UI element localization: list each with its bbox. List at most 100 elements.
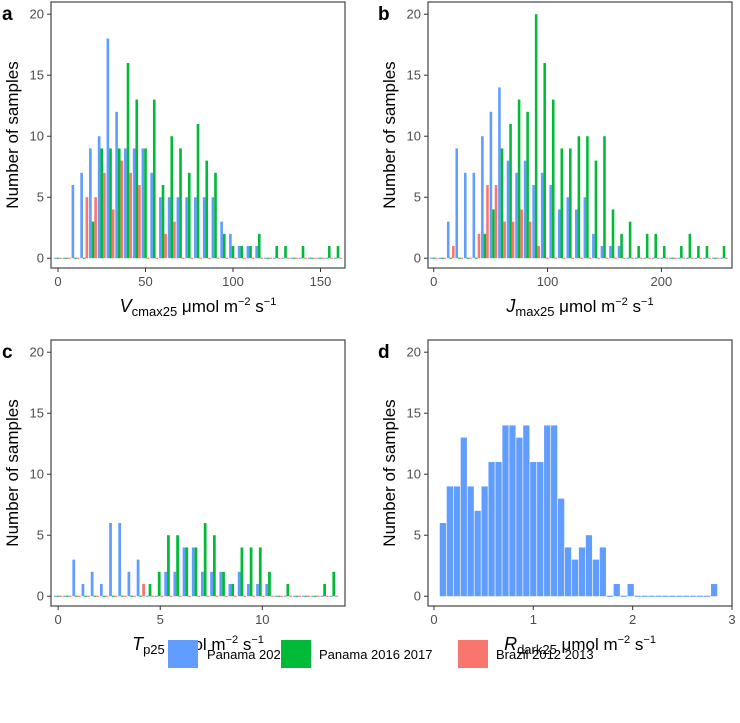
panel-a: a 0 5 10 15 20 0 50 100 150 Number of samples Vcmax… (2, 1, 346, 319)
bar-panama20162017 (258, 547, 262, 597)
y-tick-label: 0 (37, 589, 44, 604)
bar-panama2020 (220, 221, 223, 259)
bar-panama20162017 (569, 148, 572, 259)
bar-panama20162017 (332, 571, 336, 597)
legend-swatch-panama20162017 (281, 640, 311, 668)
bar-panama2020 (211, 197, 215, 259)
x-tick-label: 3 (728, 612, 735, 627)
bar-brazil20122013 (511, 221, 515, 259)
bar-panama20162017 (526, 111, 529, 259)
bar-panama2020 (136, 559, 140, 597)
bar-panama2020 (255, 246, 258, 259)
bar-panama2020 (523, 425, 530, 597)
y-tick-label: 5 (37, 190, 44, 205)
bar-panama20162017 (268, 571, 271, 597)
legend-swatch-panama2020 (168, 640, 198, 668)
legend-label-panama20162017: Panama 2016 2017 (319, 647, 432, 662)
bar-brazil20122013 (94, 197, 97, 259)
bar-panama2020 (194, 197, 197, 259)
bar-panama2020 (460, 437, 467, 597)
bar-panama20162017 (179, 148, 182, 259)
bar-panama20162017 (240, 246, 244, 259)
bar-panama20162017 (534, 14, 538, 259)
y-tick-label: 20 (30, 345, 44, 360)
bar-panama20162017 (91, 221, 95, 259)
bar-panama2020 (439, 523, 447, 597)
bar-panama2020 (532, 185, 535, 259)
bar-panama2020 (455, 148, 459, 259)
bar-panama20162017 (323, 584, 326, 597)
bar-panama20162017 (620, 233, 623, 259)
bar-panama20162017 (603, 136, 606, 259)
bar-panama2020 (592, 233, 595, 259)
bar-panama2020 (585, 535, 593, 597)
y-tick-label: 20 (407, 7, 421, 22)
bar-panama20162017 (688, 233, 692, 259)
bar-panama20162017 (492, 209, 495, 259)
panel-letter: d (378, 342, 390, 363)
bar-panama20162017 (543, 63, 546, 259)
bar-panama2020 (571, 559, 579, 597)
y-tick-label: 0 (414, 589, 421, 604)
x-tick-label: 0 (55, 612, 62, 627)
y-tick-label: 20 (30, 7, 44, 22)
bar-panama20162017 (594, 160, 598, 259)
bar-panama2020 (256, 584, 259, 597)
bar-panama2020 (164, 571, 168, 597)
bar-panama20162017 (586, 136, 589, 259)
bar-panama2020 (80, 172, 83, 259)
bar-panama2020 (99, 584, 103, 597)
bar-brazil20122013 (111, 209, 115, 259)
bar-panama2020 (167, 197, 171, 259)
legend-label-panama2020: Panama 2020 (207, 647, 288, 662)
y-tick-label: 0 (414, 251, 421, 266)
bar-panama2020 (72, 559, 76, 597)
bar-panama20162017 (697, 246, 700, 259)
bar-brazil20122013 (494, 185, 498, 259)
bar-panama20162017 (161, 185, 165, 259)
bar-panama20162017 (336, 246, 340, 259)
bar-brazil20122013 (486, 185, 489, 259)
bar-panama2020 (202, 197, 206, 259)
bar-panama20162017 (577, 136, 581, 259)
bar-panama20162017 (240, 547, 244, 597)
bar-brazil20122013 (142, 584, 145, 597)
bar-panama2020 (488, 462, 495, 597)
bar-panama2020 (228, 584, 232, 597)
bar-panama2020 (617, 246, 621, 259)
bar-brazil20122013 (503, 221, 506, 259)
bar-panama20162017 (662, 246, 666, 259)
bar-panama2020 (453, 486, 460, 597)
bar-panama2020 (551, 425, 558, 597)
bar-brazil20122013 (120, 160, 124, 259)
bar-brazil20122013 (528, 221, 532, 259)
bar-panama20162017 (196, 124, 200, 259)
bar-panama20162017 (117, 148, 121, 259)
panel-border (427, 1, 733, 269)
bar-panama2020 (566, 197, 570, 259)
bar-panama20162017 (628, 221, 632, 259)
bar-panama20162017 (152, 99, 156, 259)
bar-panama2020 (578, 547, 586, 597)
bar-panama20162017 (249, 246, 252, 259)
bar-panama2020 (246, 584, 250, 597)
bar-panama2020 (540, 172, 544, 259)
bar-panama20162017 (500, 148, 504, 259)
x-tick-label: 50 (138, 274, 152, 289)
bar-panama20162017 (257, 233, 261, 259)
legend-swatch-brazil20122013 (458, 640, 488, 668)
bar-panama20162017 (148, 584, 152, 597)
bar-panama2020 (474, 510, 481, 597)
bar-panama2020 (446, 221, 450, 259)
bar-panama20162017 (185, 547, 189, 597)
bar-panama20162017 (167, 535, 170, 597)
bar-panama2020 (176, 197, 180, 259)
bar-panama20162017 (222, 571, 225, 597)
bar-brazil20122013 (138, 185, 141, 259)
bar-panama2020 (89, 148, 92, 259)
bar-panama20162017 (249, 547, 253, 597)
bar-panama2020 (71, 185, 75, 259)
